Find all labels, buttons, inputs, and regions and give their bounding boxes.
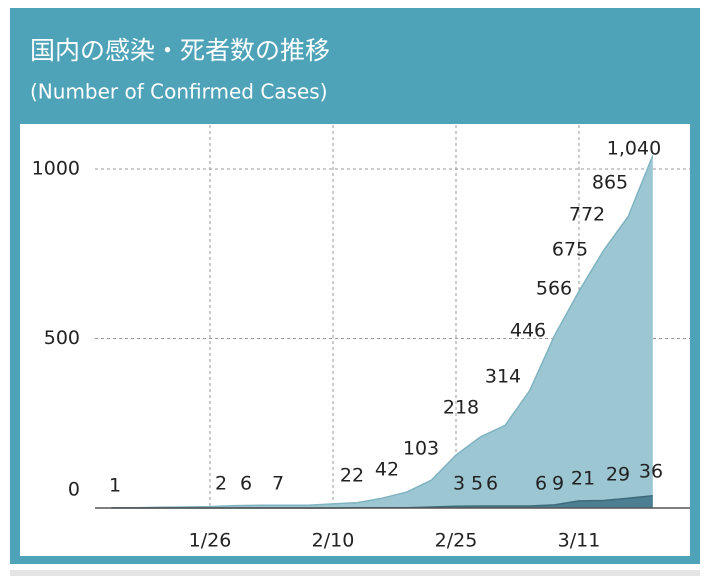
death-label: 3 [453,473,465,495]
y-tick-label: 0 [68,479,80,501]
data-label: 6 [240,473,252,495]
data-label: 566 [536,278,572,300]
death-label: 6 [535,473,547,495]
data-label: 2 [215,473,227,495]
x-tick-label: 3/11 [558,530,601,552]
data-label: 218 [443,397,479,419]
y-tick-label: 1000 [32,158,80,180]
data-label: 865 [592,172,628,194]
data-label: 314 [485,366,521,388]
data-label: 1 [109,475,121,497]
area-edge [111,155,654,509]
death-label: 5 [471,473,483,495]
bottom-bar [10,570,700,576]
y-tick-label: 500 [44,327,80,349]
death-label: 21 [571,468,595,490]
data-label: 103 [403,438,439,460]
data-label: 7 [272,473,284,495]
x-tick-label: 2/25 [435,530,478,552]
death-label: 9 [552,473,564,495]
chart-title: 国内の感染・死者数の推移 [30,36,330,65]
x-tick-label: 2/10 [312,530,355,552]
death-label: 6 [486,473,498,495]
data-label: 22 [340,465,364,487]
area [111,495,653,508]
area [111,155,653,508]
data-label: 42 [375,459,399,481]
data-label: 1,040 [607,138,661,160]
data-label: 446 [510,320,546,342]
x-tick-label: 1/26 [189,530,232,552]
data-label: 772 [569,204,605,226]
death-label: 36 [639,461,663,483]
data-label: 675 [552,239,588,261]
chart-subtitle: (Number of Confirmed Cases) [30,80,328,104]
death-label: 29 [606,464,630,486]
